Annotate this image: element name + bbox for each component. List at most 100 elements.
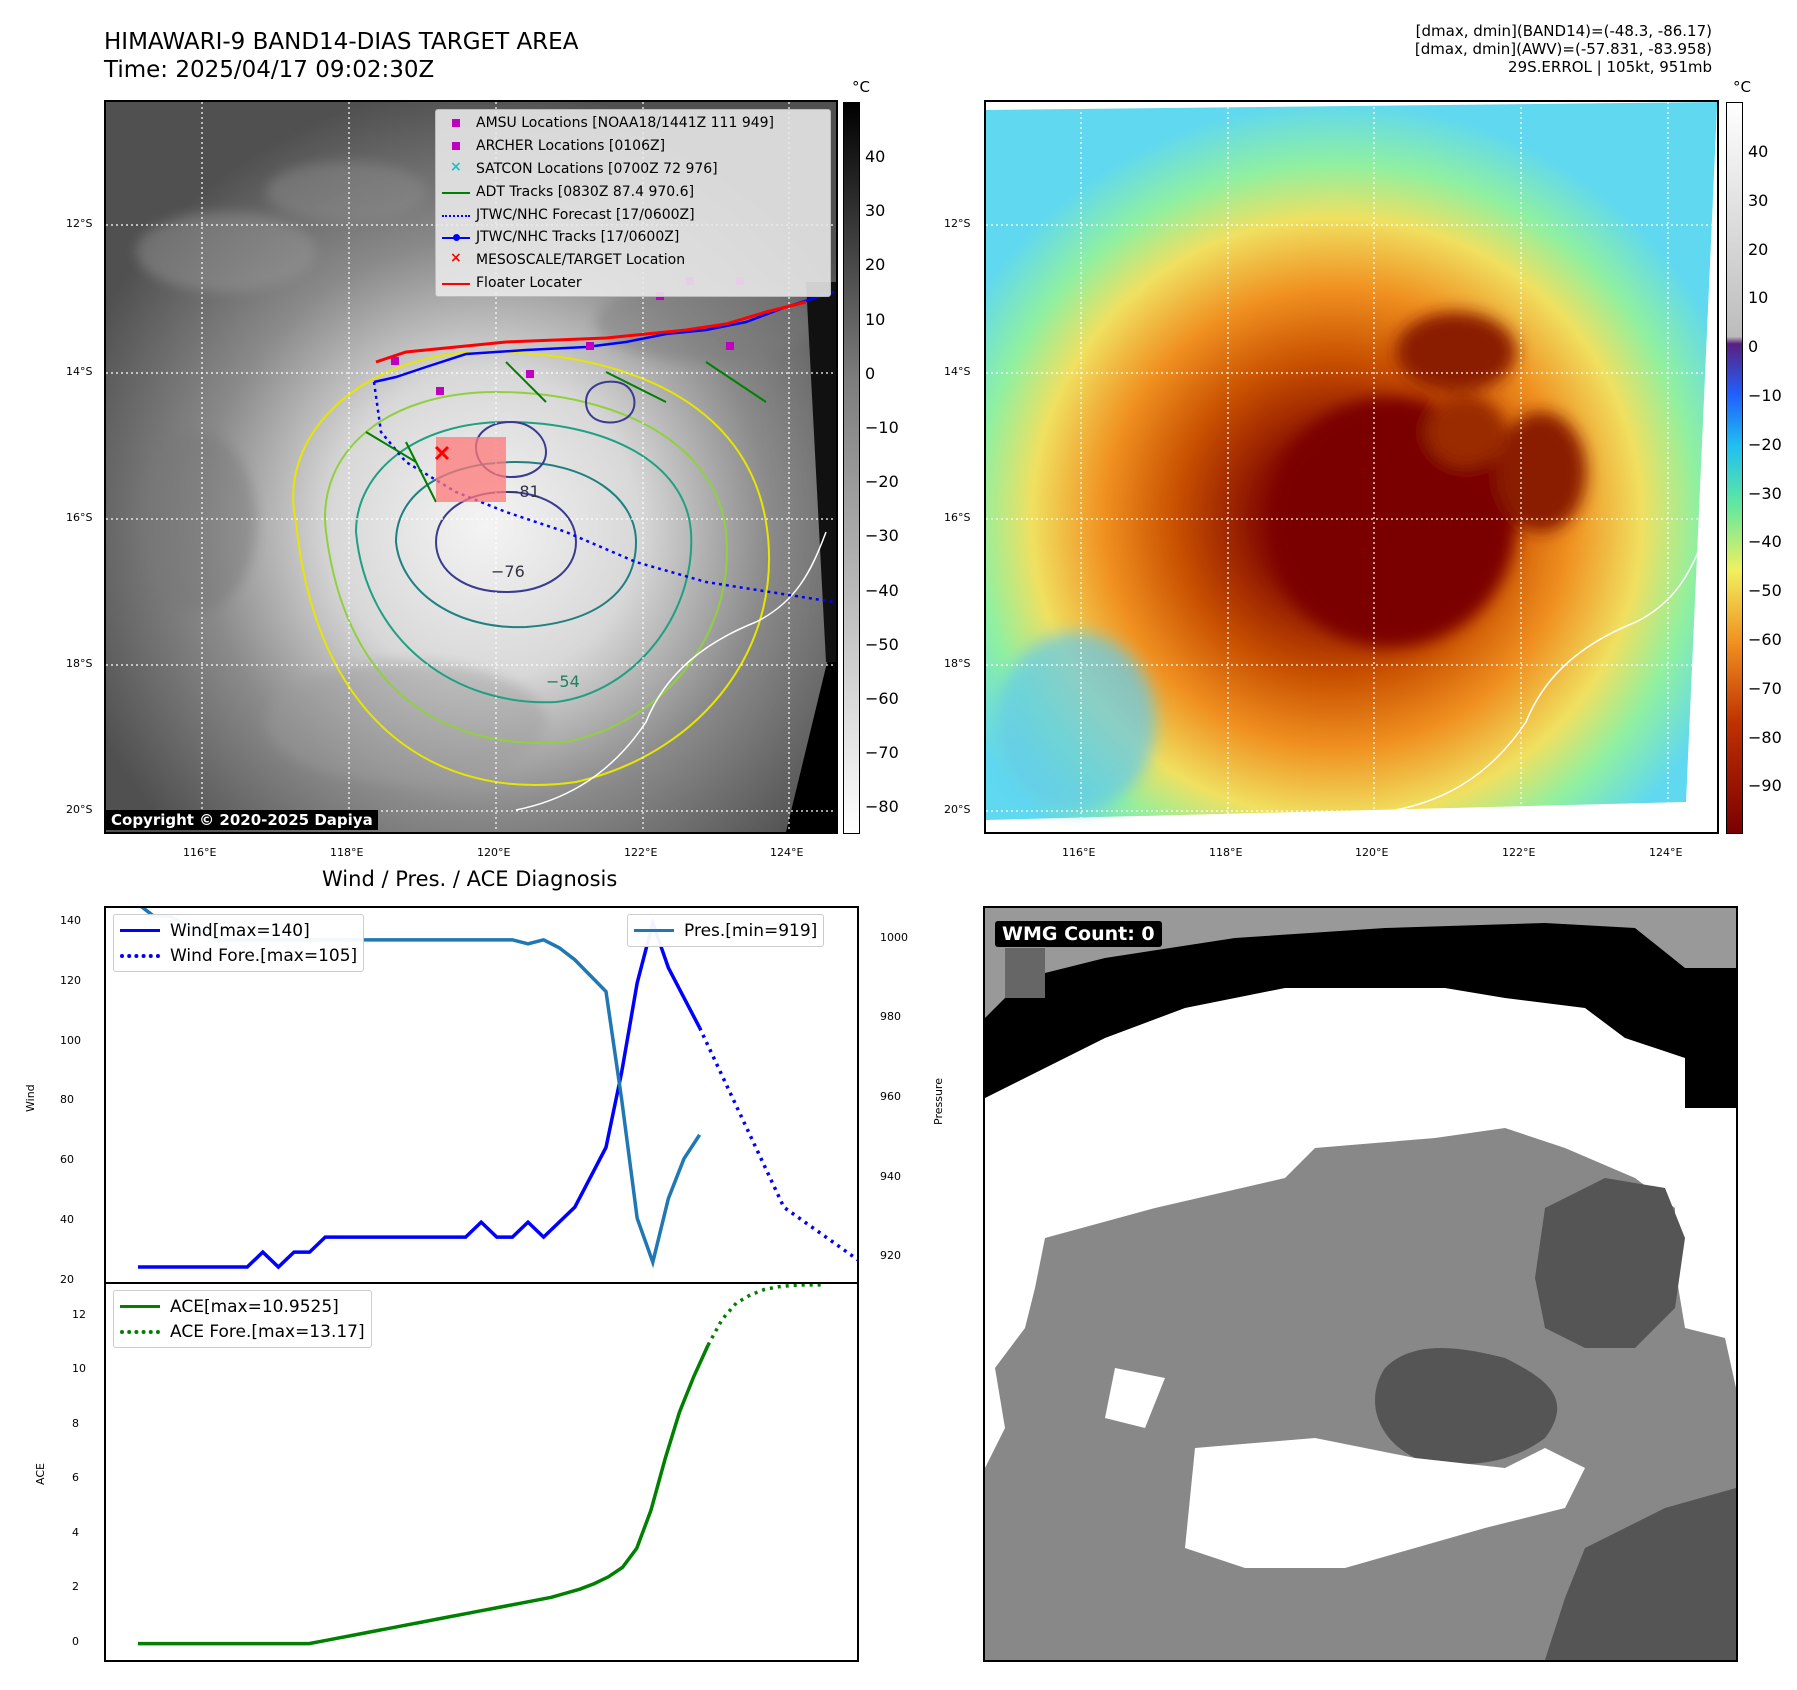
color-map-image (986, 102, 1717, 832)
contour-label-54: −54 (546, 672, 580, 691)
legend-amsu: AMSU Locations [NOAA18/1441Z 111 949] (436, 112, 830, 135)
gray-colorbar-tick: −10 (865, 418, 899, 437)
color-colorbar (1726, 102, 1743, 834)
ace-ytick: 12 (72, 1307, 86, 1321)
color-colorbar-tick: 40 (1748, 142, 1769, 161)
legend-jtwc-tracks: JTWC/NHC Tracks [17/0600Z] (436, 226, 830, 249)
wind-ytick: 20 (60, 1273, 74, 1286)
pres-ytick: 920 (880, 1249, 901, 1263)
legend-floater: Floater Locater (436, 272, 830, 295)
color-colorbar-tick: −80 (1748, 727, 1782, 747)
color-colorbar-tick: −20 (1748, 434, 1782, 454)
gray-colorbar-tick: 30 (865, 201, 886, 221)
pres-ytick: 960 (880, 1089, 901, 1103)
wind-ytick: 80 (60, 1093, 74, 1107)
gray-colorbar-tick: −70 (865, 743, 899, 763)
ace-forecast-line (706, 1284, 821, 1347)
pres-ylabel: Pressure (932, 1078, 945, 1125)
lon-label-right-map: 118°E (1209, 846, 1243, 859)
wind-ylabel: Wind (24, 1084, 37, 1112)
color-colorbar-tick: −70 (1748, 678, 1782, 698)
lat-label-right-map: 12°S (944, 217, 971, 230)
contour-label-81: −81 (506, 482, 540, 501)
pres-ytick: 980 (880, 1010, 901, 1024)
wmg-count-badge: WMG Count: 0 (995, 921, 1162, 947)
legend-archer: ARCHER Locations [0106Z] (436, 135, 830, 158)
gray-colorbar-tick: −80 (865, 797, 899, 817)
ace-line (138, 1344, 710, 1646)
info-line-2: [dmax, dmin](AWV)=(-57.831, -83.958) (1414, 40, 1712, 58)
wind-forecast-line (698, 1026, 857, 1262)
info-line-1: [dmax, dmin](BAND14)=(-48.3, -86.17) (1415, 22, 1712, 40)
lat-label-right-map: 14°S (944, 365, 971, 378)
map-legend: AMSU Locations [NOAA18/1441Z 111 949] AR… (435, 109, 831, 298)
color-colorbar-tick: −60 (1748, 630, 1782, 649)
wind-ytick: 60 (60, 1153, 74, 1167)
gray-colorbar-tick: −20 (865, 472, 899, 492)
pres-ytick: 1000 (880, 930, 908, 944)
ace-ytick: 8 (72, 1416, 79, 1430)
gray-colorbar (843, 102, 860, 834)
lat-label-left-map: 14°S (66, 365, 93, 378)
gray-colorbar-tick: −60 (865, 689, 899, 708)
ace-ytick: 2 (72, 1580, 79, 1594)
lon-label-left-map: 124°E (770, 846, 804, 859)
lat-label-right-map: 18°S (944, 657, 971, 670)
ace-legend: ACE[max=10.9525] ACE Fore.[max=13.17] (113, 1290, 372, 1348)
wind-ytick: 40 (60, 1213, 74, 1227)
lon-label-left-map: 122°E (624, 846, 658, 859)
gray-colorbar-tick: 40 (865, 147, 886, 166)
legend-mesoscale: × MESOSCALE/TARGET Location (450, 250, 686, 269)
pres-ytick: 940 (880, 1169, 901, 1183)
color-colorbar-tick: 10 (1748, 288, 1769, 308)
wmg-panel (983, 906, 1738, 1662)
color-colorbar-tick: −90 (1748, 776, 1782, 796)
lon-label-right-map: 122°E (1502, 846, 1536, 859)
wind-legend: Wind[max=140] Wind Fore.[max=105] (113, 914, 365, 972)
ace-ytick: 4 (72, 1525, 79, 1539)
contour-label-76: −76 (491, 562, 525, 581)
gray-colorbar-tick: 10 (865, 309, 886, 329)
lon-label-left-map: 120°E (477, 846, 511, 859)
lon-label-right-map: 116°E (1062, 846, 1096, 859)
main-title: HIMAWARI-9 BAND14-DIAS TARGET AREA Time:… (104, 28, 578, 84)
info-line-3: 29S.ERROL | 105kt, 951mb (1508, 58, 1712, 76)
gray-colorbar-tick: −40 (865, 580, 899, 600)
lat-label-right-map: 16°S (944, 511, 971, 524)
lon-label-right-map: 124°E (1649, 846, 1683, 859)
gray-colorbar-tick: 0 (865, 363, 876, 383)
legend-adt: ADT Tracks [0830Z 87.4 970.6] (436, 180, 830, 203)
wind-line (138, 916, 702, 1270)
legend-ace: ACE[max=10.9525] (120, 1294, 365, 1319)
color-colorbar-tick: −40 (1748, 532, 1782, 552)
gray-colorbar-unit: °C (852, 78, 870, 96)
gray-colorbar-tick: −50 (865, 634, 899, 654)
wind-ytick: 140 (60, 913, 81, 927)
legend-satcon: × SATCON Locations [0700Z 72 976] (450, 158, 718, 177)
wind-ytick: 120 (60, 973, 81, 987)
lon-label-left-map: 116°E (183, 846, 217, 859)
color-colorbar-tick: −10 (1748, 386, 1782, 405)
color-colorbar-tick: −50 (1748, 581, 1782, 601)
color-colorbar-tick: 0 (1748, 337, 1759, 357)
lat-label-left-map: 16°S (66, 511, 93, 524)
ace-ytick: 10 (72, 1362, 86, 1376)
lat-label-left-map: 18°S (66, 657, 93, 670)
legend-ace-fore: ACE Fore.[max=13.17] (120, 1319, 365, 1344)
title-line-1: HIMAWARI-9 BAND14-DIAS TARGET AREA (104, 29, 579, 55)
gray-colorbar-tick: 20 (865, 255, 886, 275)
lat-label-left-map: 12°S (66, 217, 93, 230)
lat-label-left-map: 20°S (66, 803, 93, 816)
gray-colorbar-tick: −30 (865, 526, 899, 546)
color-colorbar-tick: −30 (1748, 483, 1782, 503)
color-colorbar-tick: 20 (1748, 239, 1769, 259)
lon-label-left-map: 118°E (330, 846, 364, 859)
ace-ylabel: ACE (34, 1463, 47, 1485)
wmg-image (985, 908, 1736, 1660)
legend-pres: Pres.[min=919] (634, 918, 817, 943)
diagnosis-title: Wind / Pres. / ACE Diagnosis (322, 867, 618, 891)
legend-jtwc-forecast: JTWC/NHC Forecast [17/0600Z] (436, 203, 830, 226)
ace-ytick: 0 (72, 1634, 79, 1648)
title-line-2: Time: 2025/04/17 09:02:30Z (104, 57, 435, 83)
color-colorbar-tick: 30 (1748, 190, 1769, 210)
